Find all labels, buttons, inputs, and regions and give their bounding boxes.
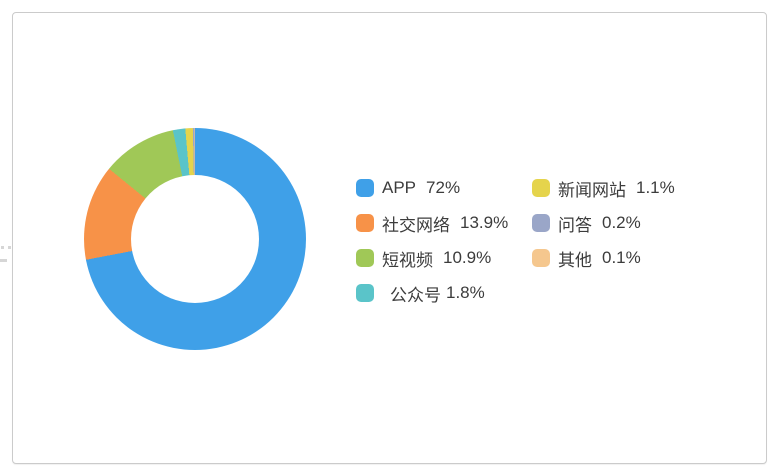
legend-label: 新闻网站 — [558, 180, 626, 200]
legend-column-left: APP 72% 社交网络 13.9% 短视频 10.9% 公众号 1.8% — [356, 178, 508, 318]
legend-item-other[interactable]: 其他 0.1% — [532, 248, 675, 270]
legend-label: 短视频 — [382, 250, 433, 270]
legend-swatch — [356, 284, 374, 302]
legend-value: 72% — [426, 178, 461, 197]
legend-swatch — [356, 179, 374, 197]
legend-label: 其他 — [558, 250, 592, 270]
donut-hole — [131, 175, 259, 303]
legend-swatch — [532, 249, 550, 267]
left-edge-artifact — [1, 246, 4, 249]
legend-item-official-account[interactable]: 公众号 1.8% — [356, 283, 508, 305]
legend-item-social-network[interactable]: 社交网络 13.9% — [356, 213, 509, 235]
donut-chart[interactable] — [84, 128, 306, 350]
legend-label: 社交网络 — [382, 215, 450, 235]
legend-label: 公众号 — [390, 285, 441, 305]
legend-column-right: 新闻网站 1.1% 问答 0.2% 其他 0.1% — [532, 178, 675, 283]
legend-item-news-site[interactable]: 新闻网站 1.1% — [532, 178, 675, 200]
legend-value: 0.2% — [602, 213, 641, 232]
legend-value: 1.8% — [446, 283, 485, 302]
legend-item-short-video[interactable]: 短视频 10.9% — [356, 248, 508, 270]
legend-swatch — [532, 214, 550, 232]
chart-card: APP 72% 社交网络 13.9% 短视频 10.9% 公众号 1.8% — [12, 12, 767, 464]
legend-value: 10.9% — [443, 248, 492, 267]
left-edge-artifact — [0, 259, 7, 262]
legend-swatch — [356, 249, 374, 267]
left-edge-artifact — [8, 246, 11, 249]
legend-value: 13.9% — [460, 213, 509, 232]
legend-item-app[interactable]: APP 72% — [356, 178, 508, 198]
legend-value: 1.1% — [636, 178, 675, 197]
legend-label: 问答 — [558, 215, 592, 235]
legend-swatch — [356, 214, 374, 232]
legend-value: 0.1% — [602, 248, 641, 267]
legend-label: APP — [382, 178, 417, 197]
legend-item-qa[interactable]: 问答 0.2% — [532, 213, 675, 235]
legend-swatch — [532, 179, 550, 197]
